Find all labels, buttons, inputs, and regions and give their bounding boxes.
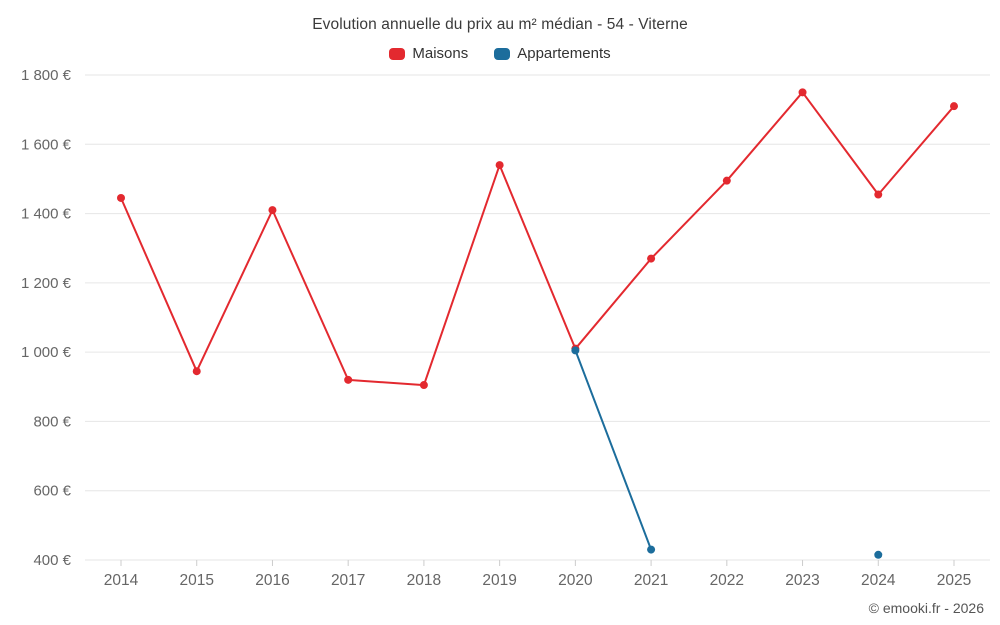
data-point-maisons-2016[interactable] [268, 206, 277, 215]
chart-title: Evolution annuelle du prix au m² médian … [312, 16, 688, 33]
x-axis-label: 2018 [407, 572, 441, 589]
x-axis-label: 2017 [331, 572, 365, 589]
data-point-maisons-2017[interactable] [344, 375, 353, 384]
legend-label-maisons: Maisons [412, 45, 469, 62]
x-axis-label: 2025 [937, 572, 971, 589]
data-point-appartements-2021[interactable] [647, 545, 656, 554]
data-point-maisons-2023[interactable] [798, 88, 807, 97]
data-point-maisons-2018[interactable] [419, 381, 428, 390]
y-axis-label: 400 € [33, 552, 71, 569]
data-point-maisons-2015[interactable] [192, 367, 201, 376]
series-line-maisons [120, 91, 955, 387]
data-point-maisons-2019[interactable] [495, 161, 504, 170]
x-axis-label: 2022 [710, 572, 744, 589]
y-axis-label: 1 600 € [21, 136, 72, 153]
legend-item-appartements[interactable]: Appartements [494, 45, 611, 62]
x-axis-label: 2015 [179, 572, 213, 589]
y-axis-label: 1 000 € [21, 344, 72, 361]
legend-item-maisons[interactable]: Maisons [389, 45, 468, 62]
data-point-maisons-2014[interactable] [117, 193, 125, 202]
legend-swatch-appartements [494, 47, 511, 60]
series-line-appartements [575, 350, 878, 554]
y-axis-label: 1 200 € [21, 275, 72, 292]
data-point-maisons-2024[interactable] [874, 190, 883, 199]
x-axis-label: 2021 [634, 572, 668, 589]
y-axis-label: 800 € [33, 413, 71, 430]
legend-swatch-maisons [389, 47, 406, 60]
x-axis-label: 2014 [104, 572, 139, 589]
x-axis-label: 2020 [558, 572, 593, 589]
x-axis-label: 2024 [861, 572, 896, 589]
x-axis-label: 2019 [482, 572, 516, 589]
credit-text: © emooki.fr - 2026 [868, 600, 984, 616]
x-axis-label: 2023 [785, 572, 819, 589]
legend-label-appartements: Appartements [517, 45, 611, 62]
legend: Maisons Appartements [0, 45, 1000, 62]
y-axis-label: 1 800 € [21, 67, 72, 84]
data-point-maisons-2022[interactable] [722, 176, 731, 185]
data-point-appartements-2020[interactable] [571, 346, 580, 355]
x-axis-label: 2016 [255, 572, 289, 589]
data-point-maisons-2025[interactable] [950, 102, 958, 111]
data-point-maisons-2021[interactable] [647, 254, 656, 263]
y-axis-label: 600 € [33, 483, 71, 500]
data-point-appartements-2024[interactable] [874, 550, 883, 559]
y-axis-label: 1 400 € [21, 206, 72, 223]
